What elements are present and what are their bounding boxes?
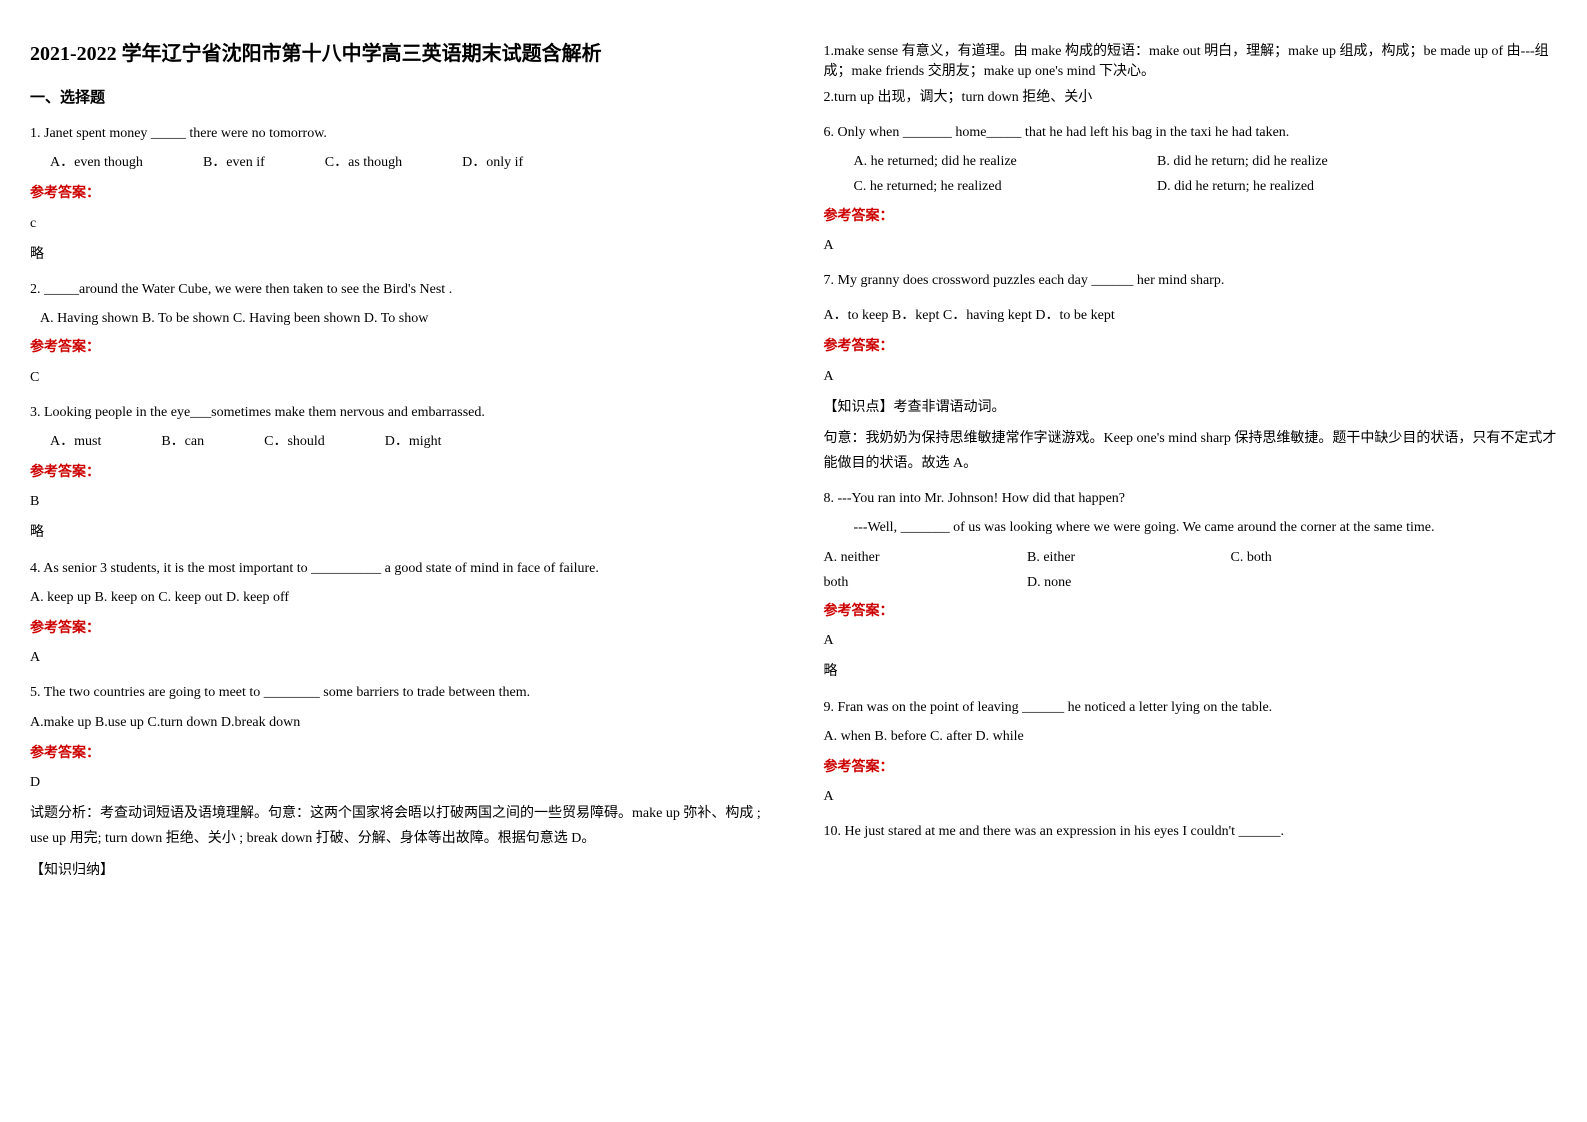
q7-text: 7. My granny does crossword puzzles each… <box>824 268 1558 293</box>
q8-text2: ---Well, _______ of us was looking where… <box>824 515 1558 540</box>
q4-answer: A <box>30 645 764 670</box>
q5-analysis: 试题分析：考查动词短语及语境理解。句意：这两个国家将会晤以打破两国之间的一些贸易… <box>30 801 764 851</box>
q3-opt-a: A．must <box>50 429 101 454</box>
q8-note: 略 <box>824 659 1558 684</box>
q5-answer-label: 参考答案： <box>30 741 764 766</box>
q3-opt-c: C．should <box>264 429 325 454</box>
q4-answer-label: 参考答案： <box>30 616 764 641</box>
q2-answer-label: 参考答案： <box>30 335 764 360</box>
q9-answer: A <box>824 784 1558 809</box>
q1-opt-a: A．even though <box>50 150 143 175</box>
right-top-line2: 2.turn up 出现，调大；turn down 拒绝、关小 <box>824 86 1558 106</box>
document-title: 2021-2022 学年辽宁省沈阳市第十八中学高三英语期末试题含解析 <box>30 40 764 68</box>
question-4: 4. As senior 3 students, it is the most … <box>30 556 764 671</box>
q7-knowledge: 【知识点】考查非谓语动词。 <box>824 395 1558 420</box>
q3-text: 3. Looking people in the eye___sometimes… <box>30 400 764 425</box>
question-9: 9. Fran was on the point of leaving ____… <box>824 695 1558 810</box>
section-heading: 一、选择题 <box>30 86 764 107</box>
q4-text: 4. As senior 3 students, it is the most … <box>30 556 764 581</box>
question-6: 6. Only when _______ home_____ that he h… <box>824 120 1558 258</box>
q3-answer-label: 参考答案： <box>30 460 764 485</box>
q6-opt-c: C. he returned; he realized <box>854 174 1154 199</box>
q3-answer: B <box>30 489 764 514</box>
q1-opt-c: C．as though <box>325 150 402 175</box>
q1-options: A．even though B．even if C．as though D．on… <box>30 150 764 175</box>
q8-opt-d: D. none <box>1027 575 1071 590</box>
q6-opt-a: A. he returned; did he realize <box>854 149 1154 174</box>
q3-options: A．must B．can C．should D．might <box>30 429 764 454</box>
q9-text: 9. Fran was on the point of leaving ____… <box>824 695 1558 720</box>
q2-text: 2. _____around the Water Cube, we were t… <box>30 277 764 302</box>
q7-meaning: 句意：我奶奶为保持思维敏捷常作字谜游戏。Keep one's mind shar… <box>824 426 1558 476</box>
q5-knowledge-label: 【知识归纳】 <box>30 858 764 883</box>
question-8: 8. ---You ran into Mr. Johnson! How did … <box>824 486 1558 684</box>
q9-answer-label: 参考答案： <box>824 755 1558 780</box>
q8-answer-label: 参考答案： <box>824 599 1558 624</box>
q9-options: A. when B. before C. after D. while <box>824 724 1558 749</box>
q2-answer: C <box>30 365 764 390</box>
q1-answer-label: 参考答案： <box>30 181 764 206</box>
question-7: 7. My granny does crossword puzzles each… <box>824 268 1558 476</box>
question-2: 2. _____around the Water Cube, we were t… <box>30 277 764 390</box>
q10-text: 10. He just stared at me and there was a… <box>824 819 1558 844</box>
q6-answer-label: 参考答案： <box>824 204 1558 229</box>
q3-note: 略 <box>30 520 764 545</box>
q5-options: A.make up B.use up C.turn down D.break d… <box>30 710 764 735</box>
q8-opt-c: C. both <box>1231 550 1272 565</box>
q1-note: 略 <box>30 242 764 267</box>
question-1: 1. Janet spent money _____ there were no… <box>30 121 764 267</box>
q5-answer: D <box>30 770 764 795</box>
q3-opt-b: B．can <box>161 429 204 454</box>
q6-options-row2: C. he returned; he realized D. did he re… <box>824 174 1558 199</box>
q8-opt-c2: both <box>824 570 1024 595</box>
question-10: 10. He just stared at me and there was a… <box>824 819 1558 844</box>
q6-answer: A <box>824 233 1558 258</box>
left-column: 2021-2022 学年辽宁省沈阳市第十八中学高三英语期末试题含解析 一、选择题… <box>0 0 794 1122</box>
question-5: 5. The two countries are going to meet t… <box>30 680 764 882</box>
q3-opt-d: D．might <box>385 429 442 454</box>
q1-text: 1. Janet spent money _____ there were no… <box>30 121 764 146</box>
q4-options: A. keep up B. keep on C. keep out D. kee… <box>30 585 764 610</box>
q8-options: A. neither B. either C. both <box>824 545 1558 570</box>
q7-answer: A <box>824 364 1558 389</box>
q6-text: 6. Only when _______ home_____ that he h… <box>824 120 1558 145</box>
q1-answer: c <box>30 211 764 236</box>
q8-text1: 8. ---You ran into Mr. Johnson! How did … <box>824 486 1558 511</box>
q8-opt-a: A. neither <box>824 545 1024 570</box>
right-top-line1: 1.make sense 有意义，有道理。由 make 构成的短语：make o… <box>824 40 1558 80</box>
right-column: 1.make sense 有意义，有道理。由 make 构成的短语：make o… <box>794 0 1587 1122</box>
q8-options-row2: both D. none <box>824 570 1558 595</box>
question-3: 3. Looking people in the eye___sometimes… <box>30 400 764 546</box>
q7-options: A．to keep B．kept C．having kept D．to be k… <box>824 303 1558 328</box>
q6-opt-b: B. did he return; did he realize <box>1157 154 1328 169</box>
q6-opt-d: D. did he return; he realized <box>1157 179 1314 194</box>
q2-options: A. Having shown B. To be shown C. Having… <box>30 306 764 331</box>
q5-text: 5. The two countries are going to meet t… <box>30 680 764 705</box>
q1-opt-b: B．even if <box>203 150 265 175</box>
q1-opt-d: D．only if <box>462 150 523 175</box>
q6-options-row1: A. he returned; did he realize B. did he… <box>824 149 1558 174</box>
q8-answer: A <box>824 628 1558 653</box>
q8-opt-b: B. either <box>1027 545 1227 570</box>
q7-answer-label: 参考答案： <box>824 334 1558 359</box>
